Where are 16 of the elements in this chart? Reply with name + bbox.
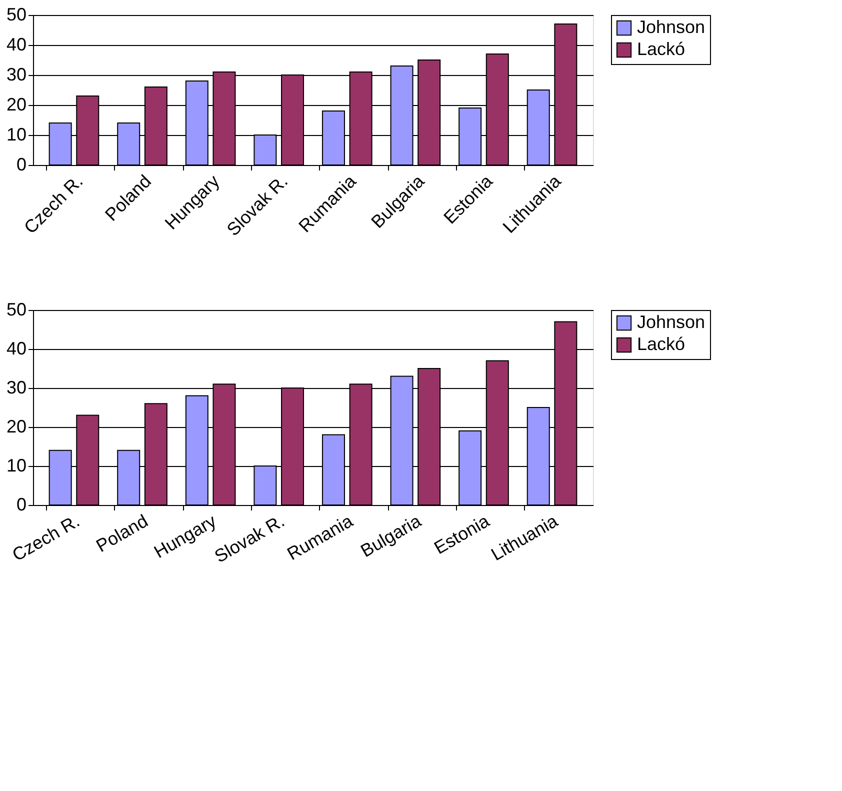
y-tick-label: 30 [6,378,26,398]
y-tick-label: 10 [6,456,26,476]
y-tick-label: 40 [6,338,26,358]
legend-label: Johnson [637,312,706,332]
y-tick-label: 40 [6,34,26,54]
y-tick-label: 50 [6,300,26,320]
legend-label: Lackó [637,39,686,59]
legend-label: Johnson [637,17,706,37]
y-tick-label: 0 [16,154,26,174]
y-tick-label: 20 [6,416,26,436]
y-tick-label: 30 [6,64,26,84]
y-tick-label: 50 [6,4,26,24]
y-tick-label: 20 [6,94,26,114]
legend-label: Lackó [637,334,686,354]
y-tick-label: 10 [6,124,26,144]
y-tick-label: 0 [16,494,26,514]
